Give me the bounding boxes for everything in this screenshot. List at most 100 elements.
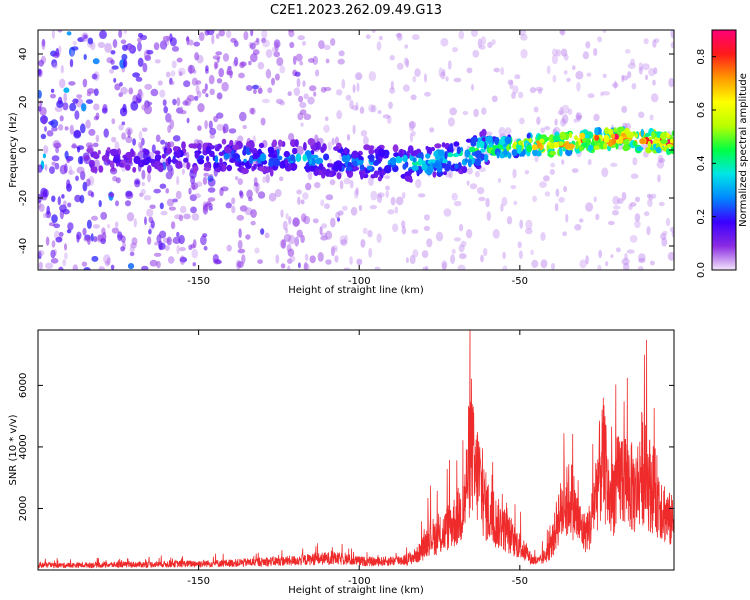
spectrogram-y-tick-label: -40: [18, 238, 29, 254]
spectrogram-cell: [239, 190, 243, 197]
spectrogram-ridge-cell: [499, 139, 506, 146]
spectrogram-x-tick-label: -50: [512, 276, 528, 287]
spectrogram-cell: [165, 171, 173, 180]
spectrogram-cell: [204, 30, 210, 36]
spectrogram-cell: [447, 117, 455, 127]
spectrogram-cell: [336, 89, 343, 96]
spectrogram-ridge-cell: [166, 141, 171, 150]
spectrogram-ridge-cell: [552, 135, 560, 141]
spectrogram-cell: [638, 66, 644, 75]
spectrogram-cell: [585, 202, 594, 212]
spectrogram-ridge-cell: [328, 163, 334, 168]
spectrogram-ridge-cell: [86, 147, 94, 153]
spectrogram-cell: [595, 213, 600, 220]
spectrogram-cell: [593, 48, 598, 56]
spectrogram-cell: [320, 235, 328, 241]
spectrogram-cell: [38, 164, 43, 173]
spectrogram-cell: [182, 100, 189, 106]
spectrogram-cell: [51, 155, 60, 162]
spectrogram-cell: [274, 41, 279, 52]
spectrogram-ridge-cell: [205, 146, 212, 154]
spectrogram-cell: [491, 39, 496, 45]
spectrogram-cell: [385, 185, 390, 191]
spectrogram-cell: [330, 217, 336, 228]
spectrogram-cell: [167, 256, 175, 264]
spectrogram-cell: [214, 62, 219, 69]
spectrogram-cell: [667, 251, 674, 261]
colorbar: 0.0 0.2 0.4 0.6 0.8 Normalized spectral ampl…: [696, 29, 749, 278]
spectrogram-cell: [141, 137, 145, 146]
spectrogram-ridge-cell: [428, 159, 436, 164]
spectrogram-cell: [111, 118, 116, 125]
spectrogram-cell: [268, 192, 277, 202]
spectrogram-cell: [429, 127, 435, 133]
spectrogram-cell: [559, 106, 564, 116]
spectrogram-cell: [81, 103, 87, 112]
spectrogram-cell: [135, 76, 143, 82]
spectrogram-ridge-cell: [336, 172, 342, 180]
spectrogram-ridge-cell: [408, 178, 413, 183]
spectrogram-cell: [377, 192, 385, 198]
spectrogram-ridge-cell: [114, 149, 119, 155]
spectrogram-cell: [104, 260, 110, 267]
spectrogram-cell: [169, 77, 173, 85]
spectrogram-cell: [183, 80, 191, 88]
spectrogram-cell: [529, 87, 537, 94]
spectrogram-cell: [216, 123, 224, 131]
spectrogram-ridge-cell: [332, 163, 340, 172]
spectrogram-cell: [466, 180, 470, 186]
spectrogram-ridge-cell: [548, 134, 555, 143]
spectrogram-cell: [42, 153, 47, 159]
spectrogram-cell: [450, 254, 456, 265]
spectrogram-cell: [621, 105, 628, 113]
spectrogram-cell: [57, 196, 61, 206]
spectrogram-cell: [42, 188, 49, 198]
spectrogram-ridge-cell: [147, 164, 152, 174]
spectrogram-cell: [327, 141, 332, 151]
spectrogram-ridge-cell: [404, 171, 412, 176]
spectrogram-ridge-cell: [411, 165, 419, 172]
spectrogram-cell: [371, 30, 376, 33]
spectrogram-cell: [144, 100, 149, 109]
spectrogram-cell: [71, 144, 77, 149]
spectrogram-ridge-cell: [223, 153, 230, 160]
spectrogram-cell: [563, 70, 568, 75]
spectrogram-cell: [126, 44, 134, 52]
spectrogram-cell: [129, 251, 135, 257]
spectrogram-cell: [68, 170, 75, 175]
spectrogram-cell: [211, 34, 215, 45]
spectrogram-cell: [129, 246, 135, 252]
spectrogram-ridge-cell: [294, 139, 299, 148]
spectrogram-cell: [76, 166, 85, 174]
spectrogram-cell: [648, 194, 654, 201]
spectrogram-cell: [203, 172, 209, 177]
spectrogram-cell: [395, 32, 402, 38]
spectrogram-cell: [45, 262, 54, 269]
spectrogram-cell: [153, 252, 162, 257]
spectrogram-cell: [409, 254, 416, 265]
spectrogram-cell: [128, 87, 134, 95]
spectrogram-cell: [250, 30, 254, 37]
spectrogram-cell: [176, 107, 184, 114]
spectrogram-cell: [449, 107, 458, 116]
spectrogram-cell: [60, 64, 64, 74]
spectrogram-cell: [164, 245, 170, 251]
spectrogram-cell: [368, 247, 373, 258]
spectrogram-ridge-cell: [604, 127, 609, 135]
spectrogram-ridge-cell: [323, 153, 330, 161]
spectrogram-cell: [451, 248, 456, 255]
spectrogram-cell: [299, 109, 307, 116]
spectrogram-cell: [662, 230, 668, 236]
spectrogram-cell: [45, 236, 50, 246]
spectrogram-cell: [648, 67, 656, 77]
spectrogram-cell: [409, 132, 413, 143]
spectrogram-cell: [239, 205, 248, 212]
spectrogram-cell: [138, 130, 143, 141]
spectrogram-cell: [360, 239, 366, 248]
spectrogram-cell: [469, 183, 478, 190]
spectrogram-ridge-cell: [550, 142, 555, 150]
spectrogram-cell: [621, 258, 630, 266]
spectrogram-cell: [88, 128, 96, 136]
spectrogram-cell: [82, 78, 88, 88]
spectrogram-cell: [50, 93, 56, 99]
